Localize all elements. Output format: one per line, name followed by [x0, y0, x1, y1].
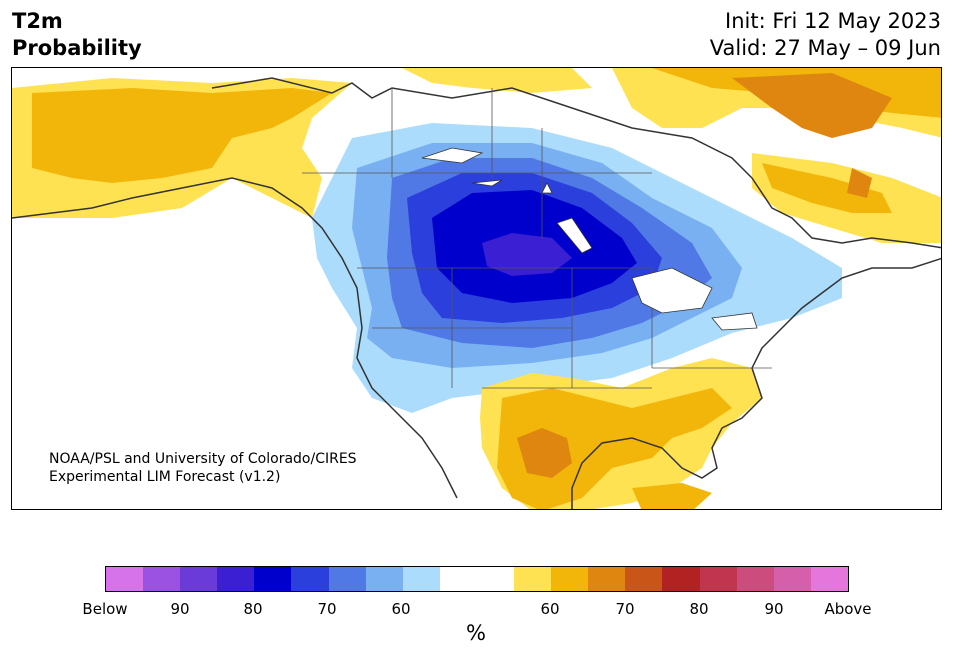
probability-colorbar — [105, 566, 849, 592]
colorbar-tick-label: 70 — [615, 600, 635, 618]
colorbar-segment — [439, 567, 477, 591]
colorbar-segment — [736, 567, 774, 591]
colorbar-segment — [365, 567, 403, 591]
colorbar-tick-label: 90 — [170, 600, 190, 618]
colorbar-segment — [143, 567, 181, 591]
credit-line-1: NOAA/PSL and University of Colorado/CIRE… — [49, 451, 357, 467]
colorbar-segment — [625, 567, 663, 591]
lakes — [421, 147, 758, 331]
colorbar-segment — [810, 567, 848, 591]
colorbar-tick-label: 70 — [317, 600, 337, 618]
colorbar-segment — [699, 567, 737, 591]
colorbar-segment — [217, 567, 255, 591]
colorbar-segment — [588, 567, 626, 591]
colorbar-segment — [402, 567, 440, 591]
title-line-1: T2m — [12, 9, 63, 33]
northeast-canada-warm-anomaly — [402, 68, 941, 243]
colorbar-segment — [180, 567, 218, 591]
map-title: T2m Probability — [12, 8, 142, 62]
colorbar-segment — [106, 567, 144, 591]
credit-line-2: Experimental LIM Forecast (v1.2) — [49, 469, 281, 485]
colorbar-tick-label: 60 — [391, 600, 411, 618]
colorbar-tick-label: 80 — [689, 600, 709, 618]
state-borders — [302, 88, 772, 389]
data-credit: NOAA/PSL and University of Colorado/CIRE… — [49, 450, 357, 486]
colorbar-segment — [514, 567, 552, 591]
colorbar-labels: Below 90 80 70 60 60 70 80 90 Above — [0, 600, 953, 620]
title-line-2: Probability — [12, 36, 142, 60]
colorbar-segment — [662, 567, 700, 591]
colorbar-tick-label: Above — [824, 600, 872, 618]
coastlines — [12, 77, 941, 509]
colorbar-segment — [773, 567, 811, 591]
colorbar-segment — [254, 567, 292, 591]
colorbar-tick-label: Below — [82, 600, 128, 618]
colorbar-tick-label: 90 — [764, 600, 784, 618]
alaska-warm-anomaly — [12, 78, 352, 218]
colorbar-tick-label: 80 — [243, 600, 263, 618]
southern-us-warm-anomaly — [480, 358, 762, 509]
colorbar-segment — [476, 567, 515, 591]
probability-map-svg — [12, 68, 941, 509]
colorbar-segment — [291, 567, 329, 591]
init-date: Init: Fri 12 May 2023 — [725, 9, 941, 33]
colorbar-unit: % — [466, 621, 486, 645]
colorbar-segment — [551, 567, 589, 591]
forecast-map — [11, 67, 942, 510]
forecast-dates: Init: Fri 12 May 2023 Valid: 27 May – 09… — [710, 8, 941, 62]
colorbar-tick-label: 60 — [540, 600, 560, 618]
valid-range: Valid: 27 May – 09 Jun — [709, 36, 941, 60]
colorbar-segment — [328, 567, 366, 591]
central-cold-anomaly — [312, 123, 842, 413]
